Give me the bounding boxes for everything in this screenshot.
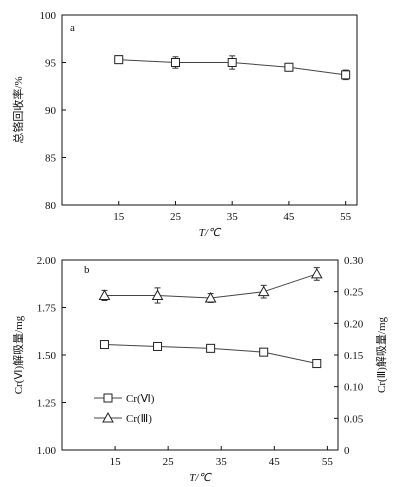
panel-a-y-axis-label: 总铬回收率/% xyxy=(11,76,25,143)
panel-b-y2-tick-label: 0.05 xyxy=(344,413,364,425)
panel-a-x-axis-label: T/℃ xyxy=(199,227,222,239)
panel-b-y2-ticks: 0 0.05 0.10 0.15 0.20 0.25 0.30 xyxy=(334,255,364,457)
panel-b-y-tick-label: 1.25 xyxy=(37,398,57,410)
panel-b-y2-axis-label: Cr(Ⅲ)解吸量/mg xyxy=(374,316,388,393)
panel-a-x-ticks: 15 25 35 45 55 xyxy=(113,201,352,223)
panel-b-y-tick-label: 1.50 xyxy=(37,350,57,362)
legend-label-cr6: Cr(Ⅵ) xyxy=(126,393,155,405)
panel-b-x-tick-label: 35 xyxy=(216,456,228,468)
cr3-series-point xyxy=(98,289,111,300)
panel-b-x-axis-label: T/℃ xyxy=(189,472,212,484)
recovery-series-point xyxy=(227,58,237,67)
cr6-series-point xyxy=(259,347,269,357)
cr6-series-point xyxy=(312,359,322,369)
panel-b-y2-tick-label: 0.20 xyxy=(344,318,364,330)
panel-a-y-tick-label: 95 xyxy=(45,58,57,70)
legend-square-marker xyxy=(103,393,113,403)
panel-b-legend: Cr(Ⅵ) Cr(Ⅲ) xyxy=(94,393,155,425)
cr6-series-point xyxy=(153,341,163,351)
panel-b-y2-tick-label: 0.10 xyxy=(344,382,364,394)
cr3-series-point xyxy=(151,289,164,300)
panel-b-y-ticks: 1.00 1.25 1.50 1.75 2.00 xyxy=(37,255,66,457)
panel-b-y2-tick-label: 0 xyxy=(344,445,350,457)
panel-b-y-tick-label: 1.00 xyxy=(37,445,57,457)
panel-a-x-tick-label: 55 xyxy=(340,211,352,223)
panel-b-y-tick-label: 2.00 xyxy=(37,255,57,267)
cr6-series-point xyxy=(206,343,216,353)
cr3-series-point xyxy=(257,285,270,297)
panel-b-chart: 15 25 35 45 55 1.00 1.25 1.50 1.75 2.00 0 0.05 0.1… xyxy=(11,255,388,484)
panel-b-y2-tick-label: 0.30 xyxy=(344,255,364,267)
legend-item-cr3: Cr(Ⅲ) xyxy=(94,411,152,425)
panel-b-x-ticks: 15 25 35 45 55 xyxy=(110,446,334,468)
recovery-series-point xyxy=(170,58,180,67)
panel-a-x-tick-label: 35 xyxy=(227,211,239,223)
legend-label-cr3: Cr(Ⅲ) xyxy=(126,413,152,425)
panel-a-series xyxy=(114,55,351,81)
panel-a-y-tick-label: 85 xyxy=(45,153,57,165)
panel-a-y-tick-label: 100 xyxy=(40,10,57,22)
panel-a-x-tick-label: 45 xyxy=(283,211,295,223)
panel-a-chart: 15 25 35 45 55 80 85 90 95 100 a 总铬回收率/% T/℃ xyxy=(11,10,358,239)
panel-b-x-tick-label: 25 xyxy=(163,456,175,468)
panel-a-y-tick-label: 90 xyxy=(45,105,57,117)
panel-b-x-tick-label: 15 xyxy=(110,456,122,468)
panel-b-y2-tick-label: 0.15 xyxy=(344,350,364,362)
recovery-series-point xyxy=(284,62,294,72)
recovery-series-point xyxy=(341,70,351,80)
panel-b-x-tick-label: 45 xyxy=(269,456,281,468)
legend-item-cr6: Cr(Ⅵ) xyxy=(94,393,155,405)
panel-b-y-tick-label: 1.75 xyxy=(37,303,57,315)
cr3-series-point xyxy=(204,291,217,303)
panel-a-frame xyxy=(61,14,358,206)
panel-a-x-tick-label: 15 xyxy=(113,211,125,223)
panel-b-series xyxy=(98,267,323,369)
recovery-series-point xyxy=(114,55,124,65)
panel-a-x-tick-label: 25 xyxy=(170,211,182,223)
panel-a-y-tick-label: 80 xyxy=(45,200,57,212)
panel-b-y2-tick-label: 0.25 xyxy=(344,287,364,299)
panel-b-y-axis-label: Cr(Ⅵ)解吸量/mg xyxy=(11,315,25,394)
panel-b-label: b xyxy=(84,264,90,276)
panel-a-label: a xyxy=(70,22,75,34)
panel-b-x-tick-label: 55 xyxy=(322,456,334,468)
cr6-series-point xyxy=(99,340,109,350)
cr3-series-point xyxy=(310,267,323,279)
legend-triangle-marker xyxy=(102,411,114,423)
panel-a-y-ticks: 80 85 90 95 100 xyxy=(40,10,66,212)
